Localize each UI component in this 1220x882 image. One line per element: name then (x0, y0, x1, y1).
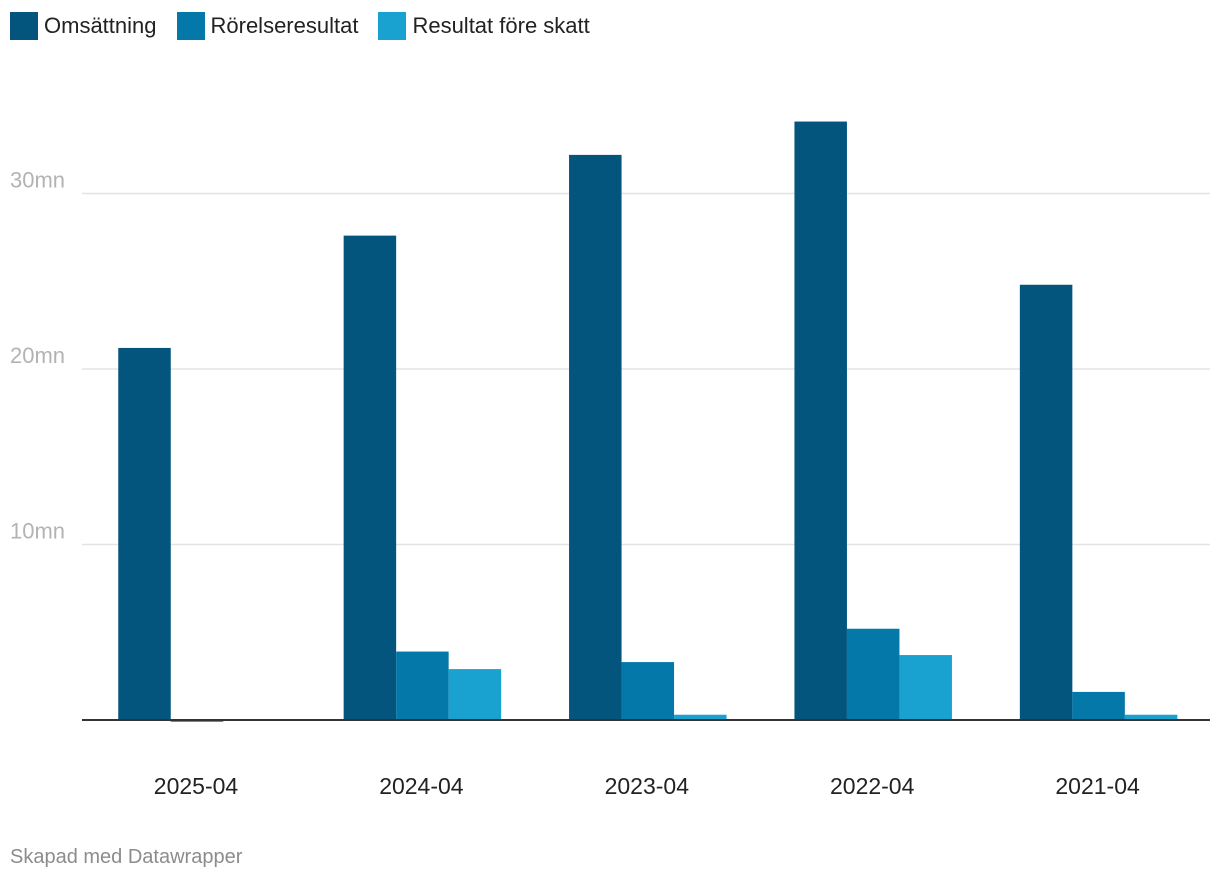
bar-2024-04-0 (343, 235, 397, 720)
x-tick-label-2025-04: 2025-04 (154, 773, 239, 799)
y-tick-label-10: 10mn (10, 519, 65, 544)
bar-2021-04-1 (1072, 691, 1125, 720)
legend: Omsättning Rörelseresultat Resultat före… (10, 12, 610, 40)
legend-label-omsattning: Omsättning (44, 13, 157, 38)
legend-item-rorelseresultat: Rörelseresultat (176, 12, 359, 40)
x-tick-label-2021-04: 2021-04 (1055, 773, 1140, 799)
bar-2023-04-2 (674, 714, 727, 720)
legend-item-omsattning: Omsättning (10, 12, 157, 40)
legend-swatch-resultat-fore-skatt (378, 12, 407, 40)
bar-2024-04-2 (448, 669, 502, 720)
legend-item-resultat-fore-skatt: Resultat före skatt (378, 12, 590, 40)
bar-2023-04-1 (621, 662, 675, 720)
legend-label-rorelseresultat: Rörelseresultat (210, 13, 359, 38)
bar-2025-04-0 (118, 347, 171, 720)
bar-2021-04-2 (1124, 714, 1178, 720)
bar-2022-04-1 (846, 628, 900, 720)
legend-swatch-omsattning (10, 12, 38, 40)
bar-2023-04-0 (569, 154, 622, 720)
x-tick-label-2023-04: 2023-04 (605, 773, 690, 799)
y-tick-label-20: 20mn (10, 343, 65, 368)
footer-credit: Skapad med Datawrapper (10, 846, 243, 868)
y-tick-label-30: 30mn (10, 168, 65, 193)
x-tick-label-2022-04: 2022-04 (830, 773, 915, 799)
bar-2021-04-0 (1019, 284, 1073, 720)
bar-2022-04-0 (794, 121, 847, 721)
legend-label-resultat-fore-skatt: Resultat före skatt (412, 13, 590, 38)
x-tick-label-2024-04: 2024-04 (379, 773, 464, 799)
legend-swatch-rorelseresultat (176, 12, 205, 40)
bar-2022-04-2 (899, 655, 952, 720)
bar-2024-04-1 (396, 651, 449, 720)
